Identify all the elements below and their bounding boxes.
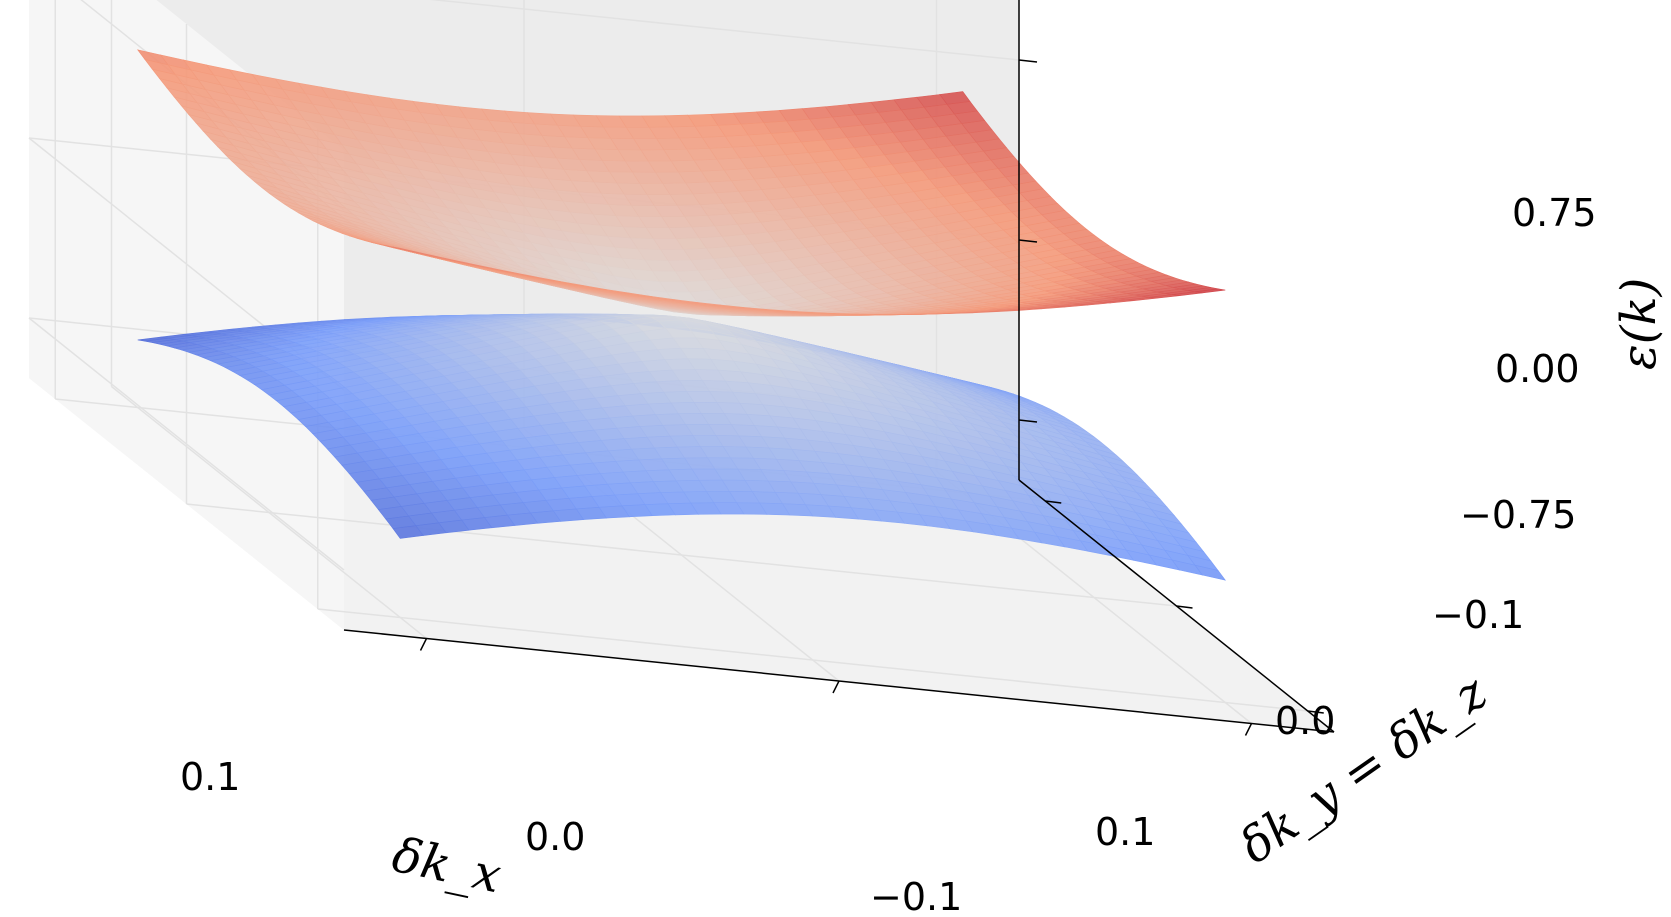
x-tick-label-1: 0.0 <box>525 815 585 859</box>
z-tick-1 <box>1018 239 1038 243</box>
axes <box>343 0 1335 736</box>
grid-floor-y-1 <box>186 503 1177 607</box>
y-tick-2 <box>1307 710 1324 714</box>
y-tick-1 <box>1176 605 1193 609</box>
x-axis-label: δk_x <box>388 827 506 904</box>
x-tick-1 <box>832 680 840 694</box>
y-tick-label-2: 0.1 <box>1095 810 1155 854</box>
surface-quad-1295 <box>1194 564 1227 581</box>
z-tick-label-2: −0.75 <box>1460 493 1576 537</box>
x-tick-0 <box>419 638 428 651</box>
x-tick-label-2: −0.1 <box>870 875 962 917</box>
surface-quad-2591 <box>1194 288 1226 294</box>
grid-back-z-0 <box>429 0 1020 61</box>
y-tick-0 <box>1045 500 1062 504</box>
z-tick-label-1: 0.00 <box>1495 347 1580 391</box>
surface-plot <box>136 49 1227 581</box>
y-tick-label-1: 0.0 <box>1275 699 1335 743</box>
x-tick-2 <box>1244 723 1253 736</box>
y-tick-label-0: −0.1 <box>1432 593 1524 637</box>
grid-side-z-2 <box>28 317 345 571</box>
z-tick-label-0: 0.75 <box>1512 191 1597 235</box>
z-tick-0 <box>1018 59 1038 63</box>
x-tick-label-0: 0.1 <box>180 755 240 799</box>
z-axis-label: ε(k) <box>1611 278 1667 370</box>
grid-floor-y-2 <box>317 608 1308 712</box>
z-tick-2 <box>1018 419 1038 423</box>
